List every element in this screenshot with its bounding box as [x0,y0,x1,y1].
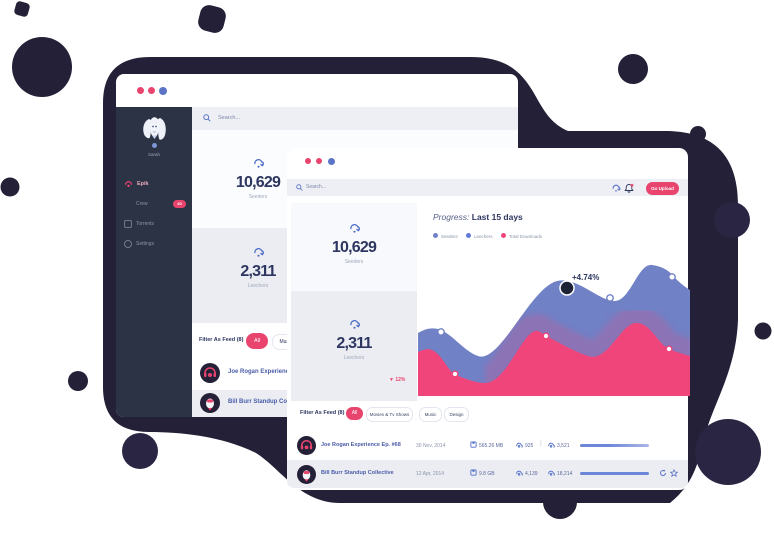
svg-text:+4.74%: +4.74% [572,273,599,282]
